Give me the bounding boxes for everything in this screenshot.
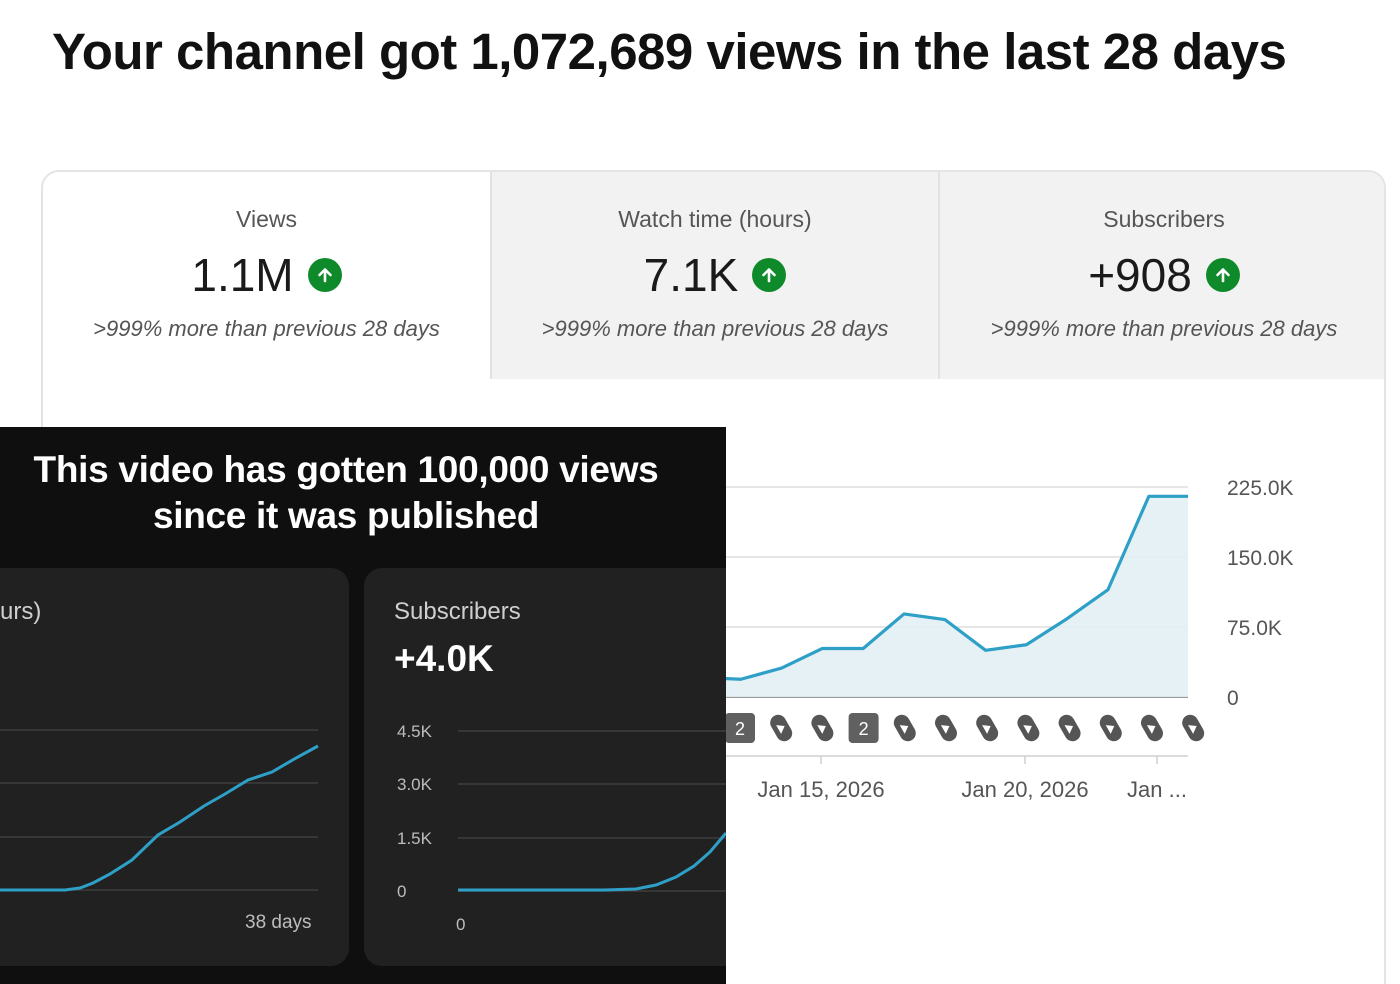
watch-time-mini-card[interactable]: urs) 38 days: [0, 568, 349, 966]
arrow-up-icon: [752, 258, 787, 292]
watch-time-mini-chart: [0, 729, 319, 892]
page-headline: Your channel got 1,072,689 views in the …: [52, 23, 1287, 80]
watch-time-mini-label: urs): [0, 598, 42, 625]
subscribers-mini-card[interactable]: Subscribers +4.0K 4.5K 3.0K 1.5K 0 0: [364, 568, 726, 966]
subscribers-mini-chart: 4.5K 3.0K 1.5K 0 0: [397, 722, 726, 934]
overlay-title-line2: since it was published: [152, 495, 540, 536]
arrow-up-icon: [307, 258, 342, 292]
subscribers-mini-label: Subscribers: [394, 598, 521, 625]
y-tick-label: 0: [397, 882, 406, 901]
tab-subscribers[interactable]: Subscribers +908 >999% more than previou…: [938, 172, 1384, 379]
watch-time-line: [0, 744, 319, 892]
x-axis-end-label: 38 days: [245, 912, 312, 933]
watch-time-value: 7.1K: [643, 249, 739, 301]
y-tick-label: 1.5K: [397, 829, 433, 848]
subscribers-mini-value: +4.0K: [394, 638, 494, 679]
tab-views[interactable]: Views 1.1M >999% more than previous 28 d…: [43, 172, 490, 379]
x-tick-label: 0: [456, 915, 465, 934]
subscribers-line: [458, 832, 726, 892]
subscribers-label: Subscribers: [1103, 206, 1225, 232]
y-tick-label: 3.0K: [397, 775, 433, 794]
watch-time-comparison: >999% more than previous 28 days: [541, 316, 889, 341]
watch-time-label: Watch time (hours): [618, 206, 812, 232]
y-tick-label: 4.5K: [397, 722, 433, 741]
arrow-up-icon: [1205, 258, 1240, 292]
views-value: 1.1M: [191, 249, 294, 301]
video-overlay-panel: This video has gotten 100,000 views sinc…: [0, 427, 726, 984]
views-comparison: >999% more than previous 28 days: [93, 316, 440, 341]
overlay-title: This video has gotten 100,000 views sinc…: [0, 447, 692, 539]
subscribers-comparison: >999% more than previous 28 days: [990, 316, 1338, 341]
views-label: Views: [236, 206, 297, 232]
tab-watch-time[interactable]: Watch time (hours) 7.1K >999% more than …: [490, 172, 938, 379]
subscribers-value: +908: [1088, 249, 1192, 301]
overlay-title-line1: This video has gotten 100,000 views: [33, 449, 659, 490]
